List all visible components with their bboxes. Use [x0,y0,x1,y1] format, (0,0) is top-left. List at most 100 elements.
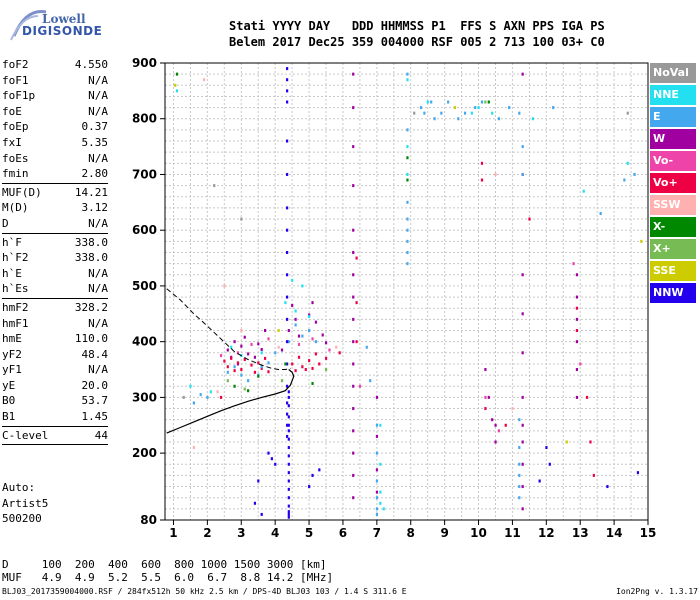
data-point [257,374,260,378]
data-point [355,340,358,344]
y-tick-label: 200 [132,446,157,460]
param-row: hmF1 N/A [2,316,108,332]
data-point [286,206,289,210]
data-point [521,440,524,444]
x-tick-label: 13 [572,526,589,540]
data-point [470,111,473,115]
logo-arc-icon [10,10,47,41]
data-point [243,387,246,391]
data-point [433,117,436,121]
data-point [257,342,260,346]
data-point [463,111,467,115]
data-point [223,284,226,288]
data-point [375,479,379,483]
data-point [480,178,484,182]
x-tick-label: 10 [470,526,487,540]
data-point [287,429,290,433]
param-row: hmE 110.0 [2,331,108,347]
data-point [375,423,379,427]
data-point [382,507,385,511]
data-point [379,501,382,505]
x-tick-label: 3 [237,526,245,540]
param-row: fmin 2.80 [2,166,108,182]
data-point [369,379,372,383]
data-point [199,393,202,397]
data-point [484,368,487,372]
data-point [287,404,290,408]
data-point [352,362,355,366]
data-point [274,462,277,466]
data-point [175,89,179,93]
x-tick-label: 6 [339,526,347,540]
data-point [311,301,314,305]
data-point [352,429,355,433]
y-tick-label: 700 [132,167,157,181]
data-point [406,128,409,132]
param-label: foF2 [2,58,29,71]
data-point [287,515,290,519]
data-point [286,384,289,388]
data-point [518,485,521,489]
data-point [301,334,304,338]
data-point [318,468,321,472]
data-point [294,369,297,373]
param-label: foEp [2,120,29,134]
data-point [314,352,318,356]
data-point [352,496,355,500]
data-point [287,487,290,491]
x-tick-label: 1 [169,526,177,540]
header-values: Belem 2017 Dec25 359 004000 RSF 005 2 71… [229,35,605,49]
data-point [355,301,358,305]
data-point [406,200,409,204]
data-point [301,365,304,369]
data-point [294,317,297,321]
profile-curve-solid [166,369,295,434]
muf-distance-row: D 100 200 400 600 800 1000 1500 3000 [km… [2,558,327,571]
data-point [286,317,289,321]
data-point [213,184,216,188]
data-point [518,496,521,500]
param-label: fxI [2,135,22,149]
data-point [286,423,289,427]
data-point [286,139,289,143]
data-point [352,451,355,455]
y-tick-label: 900 [132,56,157,70]
param-value: N/A [88,316,108,330]
data-point [518,462,521,466]
data-point [247,379,250,383]
parameter-panel: foF2 4.550 foF1 N/A foF1p N/A foE N/A foEp 0.37 fx… [2,57,108,446]
param-value: N/A [88,363,108,377]
data-point [286,172,289,176]
data-point [219,395,223,399]
data-point [321,333,324,337]
data-point [375,507,379,511]
data-point [352,145,355,149]
data-point [358,384,362,388]
data-point [521,72,524,76]
param-value: N/A [88,104,108,118]
data-point [284,301,287,305]
data-point [352,250,355,254]
param-value: 44 [94,428,108,442]
param-label: h`Es [2,282,29,296]
param-value: 338.0 [74,251,108,265]
param-row: C-level 44 [2,428,108,444]
data-point [352,72,355,76]
footer-file-info: BLJ03_2017359004000.RSF / 284fx512h 50 k… [2,587,407,596]
param-label: h`E [2,266,22,280]
x-tick-label: 14 [606,526,623,540]
data-point [477,106,480,110]
plot-frame [164,62,649,521]
data-point [426,100,429,104]
data-point [260,347,263,351]
param-value: 4.550 [74,58,108,71]
param-value: 3.12 [81,201,109,215]
data-point [243,335,246,339]
data-point [575,368,579,372]
data-point [240,217,243,221]
data-point [294,309,297,313]
auto-line1: Auto: [2,481,36,494]
x-tick-label: 9 [440,526,448,540]
legend-item: X- [650,217,696,237]
y-tick-label: 400 [132,335,157,349]
